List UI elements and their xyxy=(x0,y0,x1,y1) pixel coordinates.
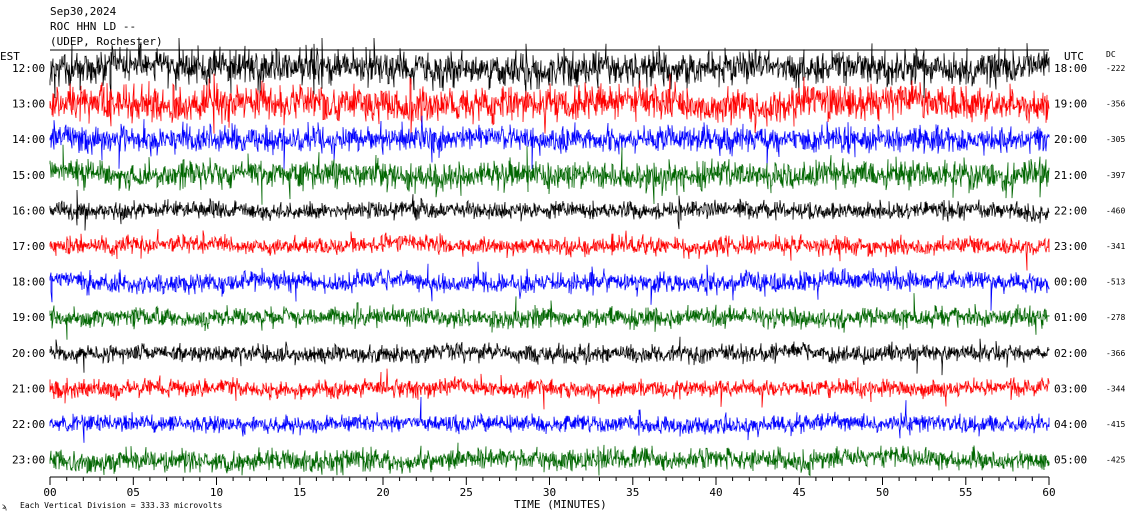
x-tick-label: 25 xyxy=(460,486,473,499)
header-date: Sep30,2024 xyxy=(50,5,117,18)
seismic-trace-1900 xyxy=(49,293,1050,340)
header-location: (UDEP, Rochester) xyxy=(50,35,163,48)
row-label-est: 18:00 xyxy=(12,276,45,289)
scale-note: Each Vertical Division = 333.33 microvol… xyxy=(20,501,222,510)
traces-group xyxy=(49,37,1050,477)
row-label-est: 23:00 xyxy=(12,454,45,467)
seismic-trace-1600 xyxy=(49,189,1050,231)
row-dc-offset: -344 xyxy=(1106,384,1125,393)
x-tick-label: 55 xyxy=(959,486,972,499)
x-tick-label: 20 xyxy=(376,486,389,499)
seismic-trace-1400 xyxy=(49,115,1050,170)
x-tick-label: 00 xyxy=(43,486,56,499)
row-dc-offset: -305 xyxy=(1106,135,1125,144)
row-dc-offset: -278 xyxy=(1106,313,1125,322)
seismic-trace-1200 xyxy=(49,37,1050,99)
x-axis-ticks: 00 05 10 15 20 25 30 35 40 45 50 55 60 xyxy=(43,477,1056,499)
x-tick-label: 05 xyxy=(127,486,140,499)
x-tick-label: 60 xyxy=(1042,486,1055,499)
row-label-utc: 01:00 xyxy=(1054,311,1087,324)
row-label-utc: 21:00 xyxy=(1054,169,1087,182)
row-label-utc: 20:00 xyxy=(1054,133,1087,146)
row-dc-offset: -513 xyxy=(1106,278,1125,287)
seismic-trace-2200 xyxy=(49,396,1050,443)
row-label-est: 19:00 xyxy=(12,311,45,324)
row-dc-offset: -222 xyxy=(1106,64,1125,73)
row-label-est: 15:00 xyxy=(12,169,45,182)
right-axis-title: UTC xyxy=(1064,50,1084,63)
x-tick-label: 35 xyxy=(626,486,639,499)
row-label-est: 20:00 xyxy=(12,347,45,360)
row-label-est: 12:00 xyxy=(12,62,45,75)
seismic-trace-1700 xyxy=(49,228,1050,271)
header-station: ROC HHN LD -- xyxy=(50,20,136,33)
row-label-est: 22:00 xyxy=(12,418,45,431)
x-tick-label: 50 xyxy=(876,486,889,499)
row-label-utc: 00:00 xyxy=(1054,276,1087,289)
row-label-utc: 19:00 xyxy=(1054,98,1087,111)
row-dc-offset: -397 xyxy=(1106,171,1125,180)
x-tick-label: 15 xyxy=(293,486,306,499)
seismic-trace-1300 xyxy=(49,73,1050,134)
left-time-labels: 12:00 13:00 14:00 15:00 16:00 17:00 18:00 19:00… xyxy=(12,62,45,467)
row-label-est: 14:00 xyxy=(12,133,45,146)
row-dc-offset: -460 xyxy=(1106,206,1125,215)
row-label-est: 17:00 xyxy=(12,240,45,253)
row-label-est: 16:00 xyxy=(12,204,45,217)
row-label-utc: 02:00 xyxy=(1054,347,1087,360)
row-dc-offset: -425 xyxy=(1106,456,1125,465)
row-label-utc: 03:00 xyxy=(1054,382,1087,395)
row-dc-offset: -366 xyxy=(1106,349,1125,358)
row-label-utc: 04:00 xyxy=(1054,418,1087,431)
row-dc-offset: -415 xyxy=(1106,420,1125,429)
right-time-labels: 18:00 19:00 20:00 21:00 22:00 23:00 00:00 01:00… xyxy=(1054,62,1087,467)
row-label-utc: 05:00 xyxy=(1054,454,1087,467)
row-label-utc: 18:00 xyxy=(1054,62,1087,75)
seismic-trace-2300 xyxy=(49,442,1050,477)
seismic-trace-2100 xyxy=(49,368,1050,410)
row-dc-offset: -341 xyxy=(1106,242,1125,251)
x-tick-label: 45 xyxy=(793,486,806,499)
row-label-est: 21:00 xyxy=(12,382,45,395)
x-axis-title: TIME (MINUTES) xyxy=(514,498,607,511)
x-tick-label: 30 xyxy=(543,486,556,499)
seismic-trace-1800 xyxy=(49,261,1050,311)
row-label-utc: 23:00 xyxy=(1054,240,1087,253)
dc-title: DC xyxy=(1106,50,1116,59)
seismic-trace-2000 xyxy=(49,336,1050,376)
x-tick-label: 40 xyxy=(709,486,722,499)
row-label-utc: 22:00 xyxy=(1054,204,1087,217)
row-label-est: 13:00 xyxy=(12,98,45,111)
left-axis-title: EST xyxy=(0,50,20,63)
row-dc-offset: -356 xyxy=(1106,100,1125,109)
x-tick-label: 10 xyxy=(210,486,223,499)
scale-marker: ϡ xyxy=(2,502,7,511)
dc-offset-labels: -222 -356 -305 -397 -460 -341 -513 -278 -366 -344… xyxy=(1106,64,1125,465)
seismic-trace-1500 xyxy=(49,144,1050,205)
